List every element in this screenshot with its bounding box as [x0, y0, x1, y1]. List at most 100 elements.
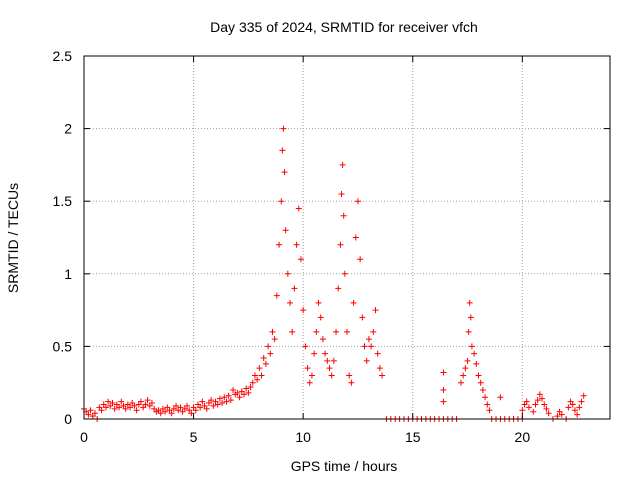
data-point [122, 405, 129, 412]
y-tick-label: 1.5 [53, 193, 73, 209]
data-point [580, 392, 587, 399]
data-point [214, 401, 221, 408]
data-point [486, 407, 493, 414]
data-point [376, 365, 383, 372]
data-point [280, 125, 287, 132]
data-point [203, 405, 210, 412]
plot-frame [83, 55, 611, 420]
data-point [539, 395, 546, 402]
axis-ticks: 0 5 10 15 20 0 0.5 1 1.5 2 2.5 [53, 48, 610, 445]
data-point [457, 379, 464, 386]
data-point [465, 328, 472, 335]
data-point [338, 190, 345, 197]
data-point [440, 398, 447, 405]
data-point [368, 343, 375, 350]
data-point [354, 198, 361, 205]
data-point [208, 397, 215, 404]
data-point [267, 350, 274, 357]
data-point [240, 391, 247, 398]
gridlines [84, 56, 610, 419]
data-point [554, 413, 561, 420]
y-axis-label: SRMTID / TECUs [5, 183, 21, 293]
data-point [162, 408, 169, 415]
data-point [109, 400, 116, 407]
data-point [249, 379, 256, 386]
data-point [262, 360, 269, 367]
data-point [291, 285, 298, 292]
data-point [256, 365, 263, 372]
x-tick-label: 20 [515, 429, 531, 445]
data-point [341, 270, 348, 277]
data-point [269, 328, 276, 335]
data-point [279, 147, 286, 154]
y-tick-label: 1 [64, 266, 72, 282]
data-point [340, 212, 347, 219]
chart-title: Day 335 of 2024, SRMTID for receiver vfc… [210, 19, 478, 35]
y-tick-label: 2 [64, 121, 72, 137]
data-point [578, 398, 585, 405]
data-point [370, 328, 377, 335]
data-point [254, 376, 261, 383]
data-point [295, 205, 302, 212]
data-point [265, 343, 272, 350]
data-point [339, 161, 346, 168]
data-point [225, 392, 232, 399]
y-tick-label: 0 [64, 411, 72, 427]
data-point [350, 299, 357, 306]
data-point [302, 343, 309, 350]
data-point [281, 169, 288, 176]
data-point [468, 343, 475, 350]
data-point [357, 256, 364, 263]
data-point [569, 401, 576, 408]
data-point [337, 241, 344, 248]
y-tick-label: 0.5 [53, 338, 73, 354]
data-point [576, 404, 583, 411]
data-point [273, 292, 280, 299]
data-point [284, 270, 291, 277]
data-point [216, 395, 223, 402]
data-point [460, 372, 467, 379]
data-point [440, 386, 447, 393]
data-point [558, 411, 565, 418]
data-point [219, 400, 226, 407]
data-point [247, 384, 254, 391]
data-point [473, 360, 480, 367]
data-point [133, 407, 140, 414]
data-point [142, 401, 149, 408]
data-point [221, 394, 228, 401]
data-point [534, 397, 541, 404]
data-point [479, 386, 486, 393]
data-point [322, 350, 329, 357]
data-point [333, 328, 340, 335]
data-point [148, 400, 155, 407]
data-point [319, 336, 326, 343]
data-point [352, 234, 359, 241]
y-tick-label: 2.5 [53, 48, 73, 64]
data-point [293, 241, 300, 248]
data-point [440, 369, 447, 376]
data-point [304, 365, 311, 372]
data-point [91, 410, 98, 417]
data-point [335, 285, 342, 292]
data-point [484, 401, 491, 408]
data-point [144, 397, 151, 404]
data-point [157, 410, 164, 417]
data-point [365, 336, 372, 343]
data-point [168, 410, 175, 417]
data-point [300, 307, 307, 314]
data-point [361, 343, 368, 350]
data-point [477, 379, 484, 386]
data-point [234, 389, 241, 396]
data-point [317, 314, 324, 321]
data-point [111, 405, 118, 412]
data-point [346, 372, 353, 379]
data-point [471, 350, 478, 357]
data-point [464, 357, 471, 364]
data-point [289, 328, 296, 335]
data-point [227, 397, 234, 404]
data-point [462, 365, 469, 372]
data-point [348, 379, 355, 386]
data-point [571, 407, 578, 414]
data-point [282, 227, 289, 234]
